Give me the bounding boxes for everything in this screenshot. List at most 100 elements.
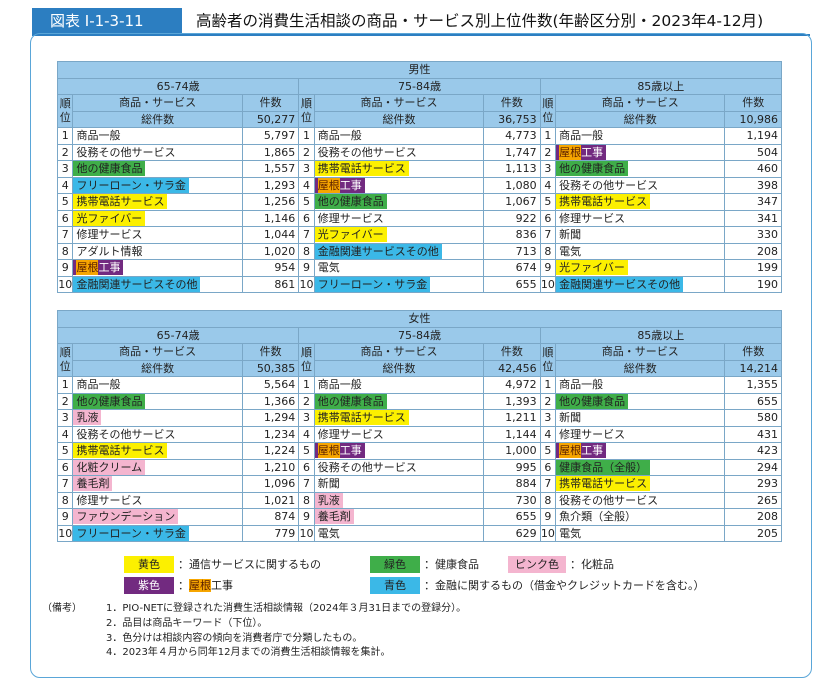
rank-cell: 1 [298, 127, 315, 145]
item-cell: 金融関連サービスその他 [72, 275, 243, 293]
total-row: 総件数 50,277 総件数 36,753 総件数 10,986 [58, 110, 782, 128]
column-header-row: 順位 商品・サービス 件数 順位 商品・サービス 件数 順位 商品・サービス 件数 [56, 343, 782, 377]
count-cell: 1,393 [483, 392, 541, 410]
count-header: 件数 [724, 94, 782, 112]
legend-purple-text: ：屋根工事 [178, 579, 233, 592]
item-name: 電気 [559, 526, 582, 540]
total-count: 42,456 [483, 359, 541, 377]
count-cell: 341 [724, 209, 782, 227]
item-cell: 養毛剤 [72, 475, 243, 493]
total-count: 10,986 [724, 110, 782, 128]
age-group-label: 65-74歳 [56, 77, 300, 95]
item-cell: 商品一般 [313, 127, 485, 145]
item-cell: アダルト情報 [72, 242, 243, 260]
table-row: 4 役務その他サービス 1,234 4 修理サービス 1,144 4 修理サービス 431 [56, 425, 782, 443]
rank-cell: 10 [539, 524, 557, 542]
rank-cell: 10 [539, 275, 557, 293]
rank-header: 順位 [298, 343, 315, 377]
item-cell: 役務その他サービス [313, 143, 485, 161]
item-name: 携帯電話サービス [556, 476, 651, 492]
item-cell: 電気 [313, 259, 485, 277]
item-name: 商品一般 [76, 129, 121, 143]
legend-green-swatch: 緑色 [370, 556, 420, 573]
legend-green: 緑色 ：健康食品 [370, 556, 479, 573]
item-name: 携帯電話サービス [73, 443, 168, 459]
rank-cell: 7 [298, 475, 315, 493]
item-cell: 役務その他サービス [72, 425, 243, 443]
rank-header: 順位 [298, 94, 315, 128]
count-cell: 1,210 [241, 458, 300, 476]
rank-cell: 7 [56, 226, 74, 244]
rank-cell: 3 [56, 160, 74, 178]
item-name: 乳液 [73, 410, 102, 426]
count-cell: 423 [724, 442, 782, 460]
rank-cell: 9 [56, 259, 74, 277]
count-cell: 294 [724, 458, 782, 476]
item-name: フリーローン・サラ金 [73, 525, 189, 541]
count-cell: 884 [483, 475, 541, 493]
item-cell: 乳液 [72, 409, 243, 427]
table-row: 7 養毛剤 1,096 7 新聞 884 7 携帯電話サービス 293 [56, 475, 782, 493]
rank-cell: 1 [56, 376, 74, 394]
item-cell: 他の健康食品 [555, 160, 726, 178]
item-cell: 商品一般 [72, 376, 243, 394]
item-name: 屋根工事 [556, 144, 607, 160]
sex-header-row: 男性 [57, 61, 782, 79]
rank-cell: 6 [298, 209, 315, 227]
female-table: 女性 65-74歳 75-84歳 85歳以上 順位 商品・サービス 件数 順位 商品・サービス件… [56, 310, 783, 542]
item-name: 光ファイバー [315, 227, 387, 243]
count-cell: 1,234 [241, 425, 300, 443]
total-label: 総件数 [555, 359, 726, 377]
item-cell: 新聞 [313, 475, 485, 493]
item-name: 健康食品（全般） [556, 459, 651, 475]
rank-cell: 9 [56, 508, 74, 526]
rank-cell: 8 [56, 242, 74, 260]
item-cell: 健康食品（全般） [555, 458, 726, 476]
count-cell: 1,557 [241, 160, 300, 178]
item-header: 商品・サービス [72, 343, 243, 361]
item-name: 商品一般 [76, 378, 121, 392]
total-count: 50,385 [241, 359, 300, 377]
figure-number: 図表 Ⅰ-1-3-11 [32, 8, 182, 34]
legend-yellow: 黄色 ：通信サービスに関するもの [124, 556, 321, 573]
rank-cell: 8 [56, 491, 74, 509]
legend-blue: 青色 ：金融に関するもの（借金やクレジットカードを含む。） [370, 577, 705, 594]
rank-cell: 7 [539, 475, 557, 493]
count-cell: 713 [483, 242, 541, 260]
rank-cell: 3 [539, 160, 557, 178]
item-cell: 修理サービス [72, 226, 243, 244]
rank-cell: 7 [539, 226, 557, 244]
item-cell: 屋根工事 [313, 176, 485, 194]
rank-cell: 3 [298, 409, 315, 427]
item-cell: 商品一般 [555, 127, 726, 145]
item-cell: 携帯電話サービス [72, 442, 243, 460]
item-cell: 携帯電話サービス [313, 409, 485, 427]
rank-cell: 5 [539, 442, 557, 460]
item-name: 修理サービス [559, 211, 626, 225]
item-name: 商品一般 [559, 378, 604, 392]
rank-cell: 3 [56, 409, 74, 427]
count-cell: 1,194 [724, 127, 782, 145]
rank-cell: 5 [56, 442, 74, 460]
item-name: 他の健康食品 [315, 194, 387, 210]
count-cell: 1,224 [241, 442, 300, 460]
total-label: 総件数 [313, 110, 485, 128]
count-cell: 1,146 [241, 209, 300, 227]
rank-cell: 5 [298, 442, 315, 460]
count-header: 件数 [241, 94, 300, 112]
table-row: 7 修理サービス 1,044 7 光ファイバー 836 7 新聞 330 [56, 226, 782, 244]
item-cell: 携帯電話サービス [555, 193, 726, 211]
total-label: 総件数 [313, 359, 485, 377]
item-cell: 修理サービス [555, 425, 726, 443]
legend-blue-text: ：金融に関するもの（借金やクレジットカードを含む。） [424, 579, 705, 592]
item-name: 屋根工事 [315, 443, 365, 459]
rank-cell: 4 [539, 176, 557, 194]
table-row: 5 携帯電話サービス 1,256 5 他の健康食品 1,067 5 携帯電話サービス 347 [56, 193, 782, 211]
item-cell: 携帯電話サービス [72, 193, 243, 211]
legend-pink-swatch: ピンク色 [508, 556, 566, 573]
count-cell: 580 [724, 409, 782, 427]
count-cell: 293 [724, 475, 782, 493]
rank-cell: 4 [56, 176, 74, 194]
item-cell: 他の健康食品 [313, 193, 485, 211]
item-name: 屋根工事 [556, 443, 607, 459]
